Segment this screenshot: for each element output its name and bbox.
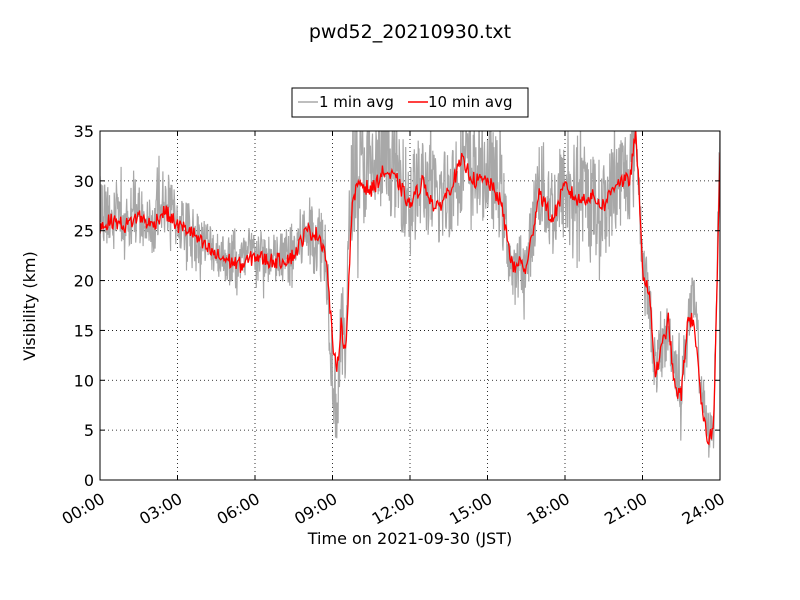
chart-title: pwd52_20210930.txt xyxy=(309,21,511,43)
y-tick-label: 20 xyxy=(74,272,94,291)
y-tick-label: 15 xyxy=(74,321,94,340)
series-layer xyxy=(100,131,720,458)
legend-label-1min: 1 min avg xyxy=(319,93,394,111)
x-tick-label: 18:00 xyxy=(524,489,573,529)
x-tick-label: 00:00 xyxy=(59,489,108,529)
y-tick-label: 35 xyxy=(74,122,94,141)
x-tick-label: 12:00 xyxy=(369,489,418,529)
legend: 1 min avg 10 min avg xyxy=(291,87,529,118)
x-tick-label: 21:00 xyxy=(601,489,650,529)
x-axis-label: Time on 2021-09-30 (JST) xyxy=(307,529,512,548)
y-tick-label: 0 xyxy=(84,471,94,490)
x-tick-label: 15:00 xyxy=(446,489,495,529)
legend-label-10min: 10 min avg xyxy=(428,93,513,111)
x-tick-labels: 00:00 03:00 06:00 09:00 12:00 15:00 18:00 21:00… xyxy=(59,489,728,529)
x-tick-label: 03:00 xyxy=(136,489,185,529)
y-tick-label: 10 xyxy=(74,371,94,390)
y-tick-labels: 0 5 10 15 20 25 30 35 xyxy=(74,122,94,490)
y-tick-label: 25 xyxy=(74,222,94,241)
y-axis-label: Visibility (km) xyxy=(20,251,39,360)
ticks xyxy=(99,130,721,481)
y-tick-label: 5 xyxy=(84,421,94,440)
series-line-1min-avg xyxy=(100,131,720,458)
series-line-10min-avg xyxy=(100,131,720,446)
x-tick-label: 24:00 xyxy=(679,489,728,529)
x-tick-label: 06:00 xyxy=(214,489,263,529)
x-tick-label: 09:00 xyxy=(291,489,340,529)
y-tick-label: 30 xyxy=(74,172,94,191)
